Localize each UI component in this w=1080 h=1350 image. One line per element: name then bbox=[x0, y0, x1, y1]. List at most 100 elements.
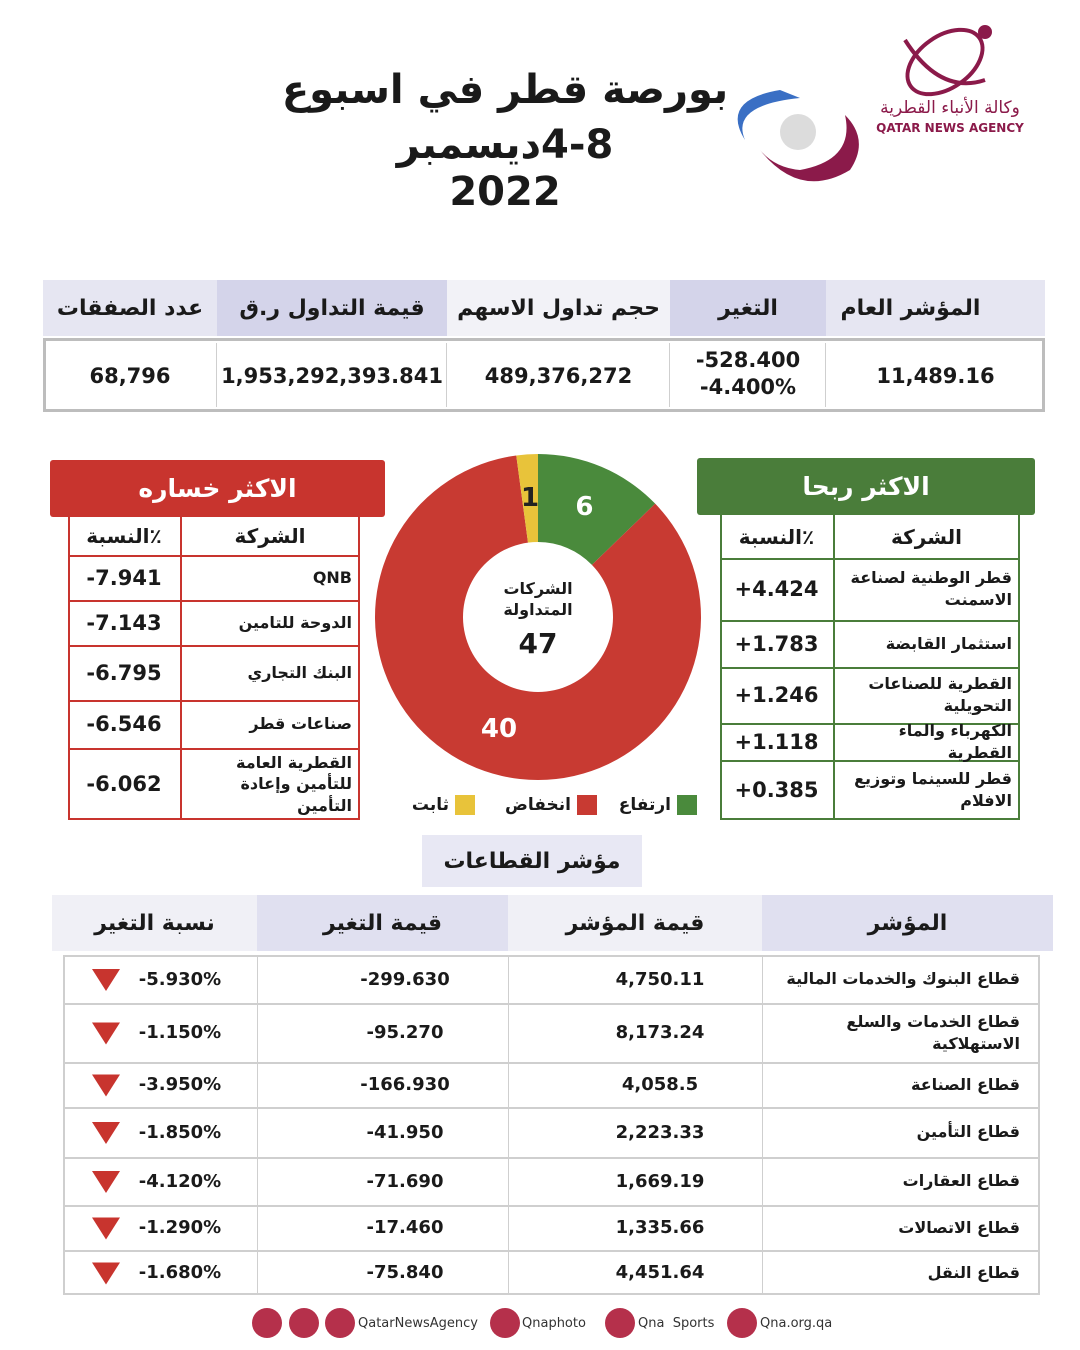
panel-row-divider bbox=[68, 555, 360, 557]
sector-change: -17.460 bbox=[366, 1217, 444, 1238]
agency-ar: وكالة الأنباء القطرية bbox=[880, 98, 1020, 118]
down-indicator bbox=[92, 1217, 120, 1240]
social-icon bbox=[490, 1308, 520, 1338]
panel-row-divider bbox=[720, 558, 1020, 560]
panel-row-divider bbox=[720, 620, 1020, 622]
sector-name: قطاع التأمين bbox=[916, 1122, 1020, 1142]
summary-header: قيمة التداول ر.ق bbox=[217, 280, 447, 336]
sector-change: -95.270 bbox=[366, 1022, 444, 1043]
title-line: بورصة قطر في اسبوع bbox=[281, 67, 729, 113]
company-name: القطرية العامة للتأمين وإعادة التأمين bbox=[236, 752, 352, 815]
segment-label: 1 bbox=[521, 483, 540, 514]
panel-row-divider bbox=[68, 748, 360, 750]
sector-header: نسبة التغير bbox=[52, 895, 257, 951]
panel-title: الاكثر ربحا bbox=[697, 458, 1035, 515]
sector-index: 4,058.5 bbox=[621, 1074, 699, 1095]
change-pct: -7.143 bbox=[86, 610, 162, 635]
company-name: استثمار القابضة bbox=[885, 633, 1012, 653]
social-handle: Qna Sports bbox=[638, 1315, 715, 1331]
summary-header: المؤشر العام bbox=[826, 280, 1045, 336]
summary-value: -4.400% bbox=[699, 375, 797, 399]
panel-row-divider bbox=[68, 600, 360, 602]
company-name: قطر للسينما وتوزيع الافلام bbox=[854, 769, 1012, 810]
company-name: القطرية للصناعات التحويلية bbox=[868, 674, 1012, 715]
sector-pct: -4.120% bbox=[138, 1170, 222, 1192]
summary-header: عدد الصفقات bbox=[43, 280, 217, 336]
down-indicator bbox=[92, 1022, 120, 1045]
social-handle: Qna.org.qa bbox=[760, 1315, 833, 1331]
sector-name: قطاع العقارات bbox=[902, 1171, 1020, 1191]
sector-index: 4,750.11 bbox=[615, 968, 705, 990]
donut-center-label: الشركات المتداولة bbox=[503, 579, 573, 619]
legend-label: ارتفاع bbox=[618, 795, 671, 815]
donut-segment bbox=[538, 454, 656, 565]
panel-title: الاكثر خساره bbox=[50, 460, 385, 517]
down-indicator bbox=[92, 1122, 120, 1144]
legend-label: ثابت bbox=[411, 795, 449, 815]
panel-header: الشركة bbox=[891, 524, 962, 549]
sector-name: قطاع الصناعة bbox=[911, 1074, 1020, 1094]
social-handle: QatarNewsAgency bbox=[358, 1315, 478, 1331]
title-line: 4-8ديسمبر bbox=[396, 122, 614, 168]
sector-index: 1,669.19 bbox=[615, 1170, 705, 1192]
social-icon bbox=[325, 1308, 355, 1338]
sector-pct: -1.680% bbox=[138, 1262, 222, 1283]
social-icon bbox=[252, 1308, 282, 1338]
company-name: الكهرباء والماء القطرية bbox=[898, 720, 1012, 762]
down-indicator bbox=[92, 1262, 120, 1285]
down-indicator bbox=[92, 1171, 120, 1193]
summary-value: -528.400 bbox=[695, 348, 801, 372]
panel-header: الشركة bbox=[234, 524, 306, 548]
sector-change: -299.630 bbox=[360, 968, 450, 990]
summary-value: 68,796 bbox=[89, 364, 171, 388]
change-pct: +1.246 bbox=[734, 683, 819, 707]
company-name: صناعات قطر bbox=[249, 714, 352, 734]
sector-index: 1,335.66 bbox=[615, 1217, 705, 1238]
company-name: QNB bbox=[312, 567, 352, 587]
sector-pct: -3.950% bbox=[138, 1074, 222, 1095]
summary-divider bbox=[669, 343, 670, 407]
title-line: 2022 bbox=[449, 169, 561, 215]
sector-change: -166.930 bbox=[360, 1074, 450, 1095]
sector-change: -71.690 bbox=[366, 1170, 444, 1192]
social-handle: Qnaphoto bbox=[522, 1315, 586, 1331]
panel-header: النسبة٪ bbox=[86, 524, 162, 548]
agency-en: QATAR NEWS AGENCY bbox=[876, 121, 1024, 135]
swirl-logo bbox=[737, 90, 859, 182]
qna-logo-mark bbox=[903, 25, 992, 97]
sector-col-divider bbox=[508, 955, 509, 1295]
company-name: قطر الوطنية لصناعة الاسمنت bbox=[850, 568, 1012, 609]
sector-row-divider bbox=[63, 1003, 1040, 1005]
segment-label: 6 bbox=[575, 492, 594, 523]
social-icon bbox=[727, 1308, 757, 1338]
sector-header: المؤشر bbox=[762, 895, 1053, 951]
change-pct: +0.385 bbox=[734, 778, 819, 802]
sector-col-divider bbox=[762, 955, 763, 1295]
panel-row-divider bbox=[68, 645, 360, 647]
sectors-title: مؤشر القطاعات bbox=[422, 835, 642, 887]
change-pct: +1.118 bbox=[734, 729, 819, 754]
summary-header: التغير bbox=[670, 280, 826, 336]
summary-divider bbox=[825, 343, 826, 407]
sector-row-divider bbox=[63, 1062, 1040, 1064]
panel-col-divider bbox=[180, 517, 182, 820]
down-indicator bbox=[92, 969, 120, 991]
panel-row-divider bbox=[720, 667, 1020, 669]
sector-col-divider bbox=[257, 955, 258, 1295]
sector-row-divider bbox=[63, 1205, 1040, 1207]
donut-segment bbox=[516, 454, 538, 543]
legend-label: انخفاض bbox=[505, 795, 571, 815]
sector-name: قطاع النقل bbox=[927, 1262, 1020, 1282]
company-name: الدوحة للتامين bbox=[238, 612, 352, 632]
legend-swatch bbox=[677, 795, 697, 815]
legend-swatch bbox=[455, 795, 475, 815]
donut-center-value: 47 bbox=[518, 626, 558, 660]
panel-row-divider bbox=[68, 700, 360, 702]
summary-values-frame bbox=[43, 338, 1045, 412]
panel-header: النسبة٪ bbox=[738, 524, 815, 549]
summary-divider bbox=[446, 343, 447, 407]
company-name: البنك التجاري bbox=[247, 662, 352, 682]
change-pct: -6.546 bbox=[86, 712, 162, 736]
